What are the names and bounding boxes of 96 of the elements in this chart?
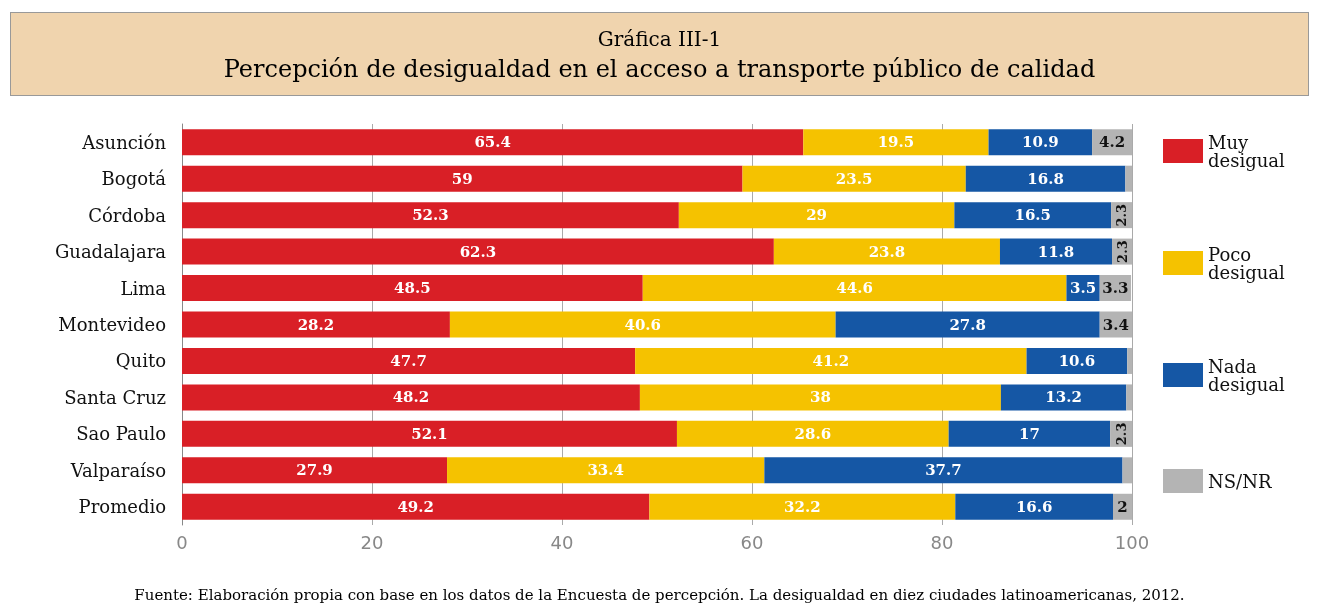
data-label: 3.5 [1070,279,1097,298]
bar [999,238,1113,265]
bar [182,384,640,411]
data-label: 52.3 [412,206,449,225]
legend-label: Muy desigual [1208,131,1286,171]
bar [182,493,650,520]
bar [182,165,743,192]
data-label: 23.5 [835,169,873,188]
bar [1026,347,1128,374]
data-label: 27.8 [949,315,986,334]
bar [742,165,966,192]
data-label: 10.9 [1022,133,1059,152]
y-tick-label: Promedio [78,496,166,518]
data-label: 2.3 [1114,203,1130,227]
data-label: 32.2 [784,497,821,516]
data-label: 19.5 [877,133,915,152]
data-label: 41.2 [812,351,850,370]
bar [182,275,643,302]
bar [803,129,989,156]
data-label: 16.6 [1015,497,1053,516]
y-tick-label: Lima [120,277,167,299]
y-tick-label: Bogotá [101,168,167,190]
y-tick-label: Asunción [81,131,167,153]
x-tick-label: 60 [740,531,764,553]
data-label: 2.3 [1113,422,1129,446]
data-label: 3.3 [1102,279,1129,298]
data-label: 52.1 [411,424,448,443]
bar [182,420,677,447]
data-label: 29 [806,206,828,225]
bar [639,384,1001,411]
bar [649,493,956,520]
bar [955,493,1113,520]
bar [764,457,1123,484]
data-label: 48.5 [394,279,431,298]
data-label: 23.8 [868,242,906,261]
data-label: 16.5 [1014,206,1051,225]
data-label: 28.6 [794,424,832,443]
data-label: 65.4 [474,133,511,152]
data-label: 49.2 [397,497,434,516]
bar [678,202,955,229]
bar [948,420,1111,447]
legend-label: Poco desigual [1208,243,1286,283]
legend-label: Nada desigual [1208,355,1286,395]
y-tick-label: Sao Paulo [76,423,166,445]
data-label: 16.8 [1027,169,1064,188]
data-label: 11.8 [1037,242,1075,261]
bar [642,275,1067,302]
bar [182,202,679,229]
data-label: 62.3 [459,242,497,261]
bar [835,311,1100,338]
legend-label: NS/NR [1208,470,1272,492]
bar [449,311,836,338]
bar [182,311,450,338]
x-tick-label: 100 [1114,531,1150,553]
data-label: 40.6 [624,315,662,334]
y-tick-label: Montevideo [58,314,166,335]
data-label: 13.2 [1045,388,1082,407]
x-tick-label: 20 [360,531,384,553]
x-tick-label: 40 [550,531,574,553]
bar [965,165,1126,192]
data-label: 59 [451,169,473,188]
data-label: 48.2 [392,388,430,407]
data-label: 44.6 [836,279,873,298]
data-label: 33.4 [587,461,624,480]
bar [182,238,774,265]
data-label: 4.2 [1099,133,1126,152]
data-label: 2.3 [1114,240,1130,263]
data-label: 38 [809,388,831,407]
data-label: 28.2 [297,315,335,334]
data-label: 37.7 [925,461,962,480]
y-tick-label: Córdoba [88,204,167,226]
data-label: 27.9 [296,461,333,480]
data-label: 2 [1117,497,1128,516]
bar [988,129,1093,156]
source-note: Fuente: Elaboración propia con base en los datos de la Encuesta de percepción. La desigualdad en diez ciudades latinoamericanas, 2012. [133,586,1186,604]
bar [182,347,636,374]
bar [676,420,949,447]
y-tick-label: Valparaíso [69,459,166,481]
bar [182,457,448,484]
chart-title: Gráfica III-1 [596,27,723,51]
bar [773,238,1000,265]
data-label: 3.4 [1102,315,1129,334]
y-tick-label: Guadalajara [54,241,167,263]
data-label: 10.6 [1058,351,1096,370]
bar [635,347,1027,374]
x-tick-label: 0 [176,531,188,553]
bar [1000,384,1127,411]
bar [954,202,1112,229]
bar [182,129,804,156]
data-label: 47.7 [390,351,427,370]
y-tick-label: Quito [115,350,166,372]
bar [447,457,765,484]
data-label: 17 [1018,424,1040,443]
x-tick-label: 80 [930,531,954,553]
y-tick-label: Santa Cruz [64,386,166,408]
chart-subtitle: Percepción de desigualdad en el acceso a transporte público de calidad [222,55,1097,83]
